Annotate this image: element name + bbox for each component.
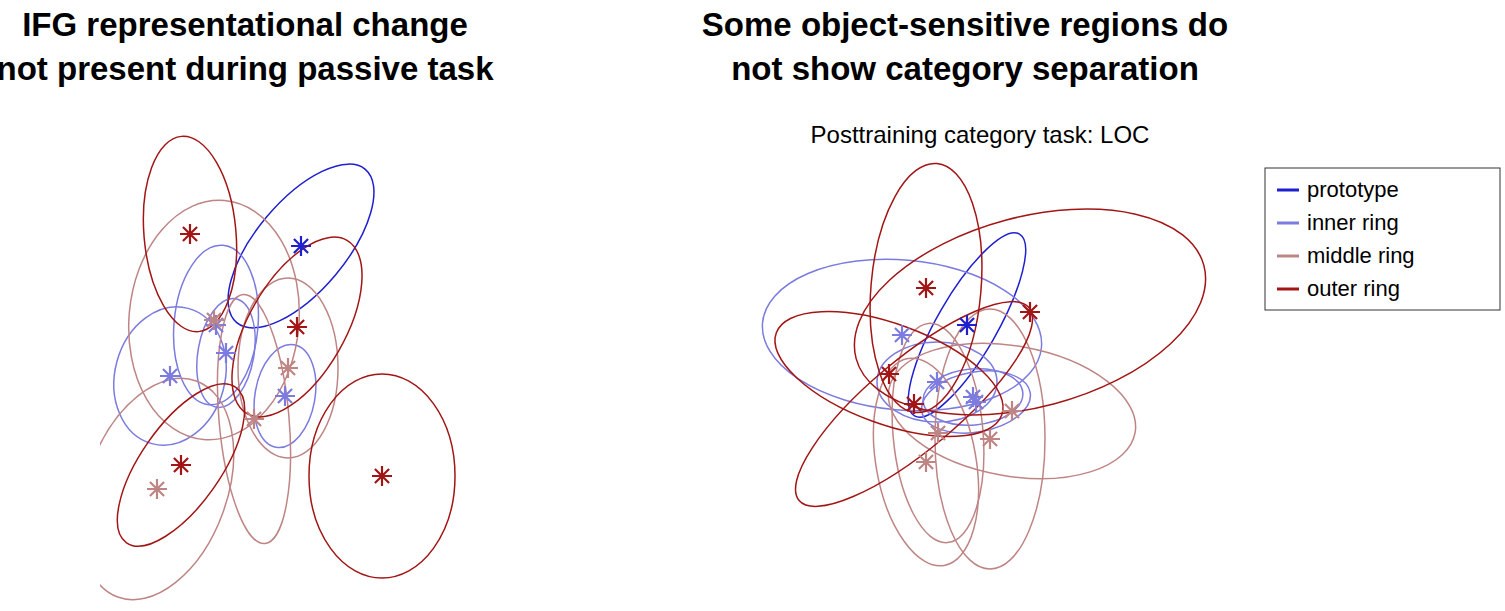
point	[916, 452, 936, 472]
spread-ellipse	[859, 350, 994, 574]
spread-ellipse	[921, 365, 1026, 430]
legend-swatch	[1277, 189, 1299, 192]
point	[963, 387, 983, 407]
point	[160, 366, 180, 386]
point	[1002, 401, 1022, 421]
point	[904, 394, 924, 414]
point	[244, 409, 264, 429]
point	[291, 236, 311, 256]
title: IFG representational changenot present d…	[0, 6, 494, 87]
legend-box	[1265, 168, 1500, 310]
point	[928, 423, 948, 443]
spread-ellipse	[136, 132, 245, 335]
legend-swatch	[1277, 222, 1299, 225]
spread-ellipse	[309, 374, 455, 578]
spread-ellipse	[167, 242, 265, 409]
point	[216, 343, 236, 363]
spread-ellipse	[889, 219, 1046, 431]
spread-ellipse	[100, 364, 268, 566]
point	[916, 278, 936, 298]
point	[204, 310, 224, 330]
spread-ellipse	[202, 140, 400, 351]
point	[180, 224, 200, 244]
legend-label: middle ring	[1307, 243, 1415, 268]
point	[892, 325, 912, 345]
legend-label: outer ring	[1307, 276, 1400, 301]
spread-ellipse	[119, 193, 309, 447]
panel: Some object-sensitive regions donot show…	[702, 6, 1229, 574]
plot-area	[760, 159, 1220, 574]
point	[879, 364, 899, 384]
title: Some object-sensitive regions donot show…	[702, 6, 1228, 87]
point	[957, 315, 977, 335]
point	[171, 455, 191, 475]
spread-ellipse	[100, 357, 262, 605]
legend-swatch	[1277, 255, 1299, 258]
spread-ellipse	[238, 278, 338, 458]
point	[287, 317, 307, 337]
spread-ellipse	[205, 216, 388, 437]
point	[980, 429, 1000, 449]
spread-ellipse	[860, 159, 991, 418]
legend: prototype inner ring middle ring outer ring	[1265, 168, 1500, 310]
point	[147, 479, 167, 499]
spread-ellipse	[760, 248, 1048, 422]
legend-label: inner ring	[1307, 210, 1399, 235]
legend-label: prototype	[1307, 177, 1399, 202]
spread-ellipse	[832, 174, 1220, 451]
legend-swatch	[1277, 288, 1299, 291]
point	[372, 466, 392, 486]
point	[275, 386, 295, 406]
spread-ellipse	[760, 286, 1019, 462]
spread-ellipse	[770, 273, 1058, 535]
subtitle: Posttraining category task: LOC	[811, 121, 1150, 148]
spread-ellipse	[246, 340, 323, 453]
spread-ellipse	[189, 294, 263, 412]
point	[278, 358, 298, 378]
point	[927, 372, 947, 392]
plot-area	[100, 132, 455, 605]
spread-ellipse	[878, 325, 1147, 496]
panel: IFG representational changenot present d…	[0, 6, 494, 611]
figure: IFG representational changenot present d…	[0, 0, 1505, 611]
point	[1020, 302, 1040, 322]
